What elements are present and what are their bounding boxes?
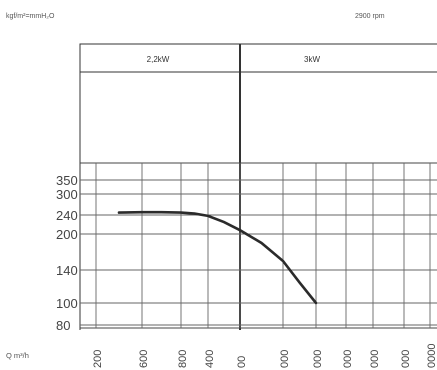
x-tick-label: 400 bbox=[204, 350, 216, 368]
power-label-2-2kw: 2,2kW bbox=[147, 55, 170, 64]
speed-label: 2900 rpm bbox=[355, 13, 385, 20]
x-tick-label: 200 bbox=[92, 350, 104, 368]
power-header-box bbox=[79, 43, 437, 73]
y-tick-label: 240 bbox=[56, 208, 78, 223]
x-axis-ticks: 200 600 800 400 00 000 000 000 000 000 0000 bbox=[92, 344, 437, 368]
x-tick-label: 000 bbox=[312, 350, 324, 368]
x-tick-label: 000 bbox=[279, 350, 291, 368]
x-tick-label: 0000 bbox=[426, 344, 437, 368]
pump-curve-line bbox=[117, 210, 318, 305]
x-tick-label: 000 bbox=[369, 350, 381, 368]
y-unit-label: kgf/m²=mmH₂O bbox=[6, 13, 55, 20]
x-tick-label: 00 bbox=[236, 356, 248, 368]
power-label-3kw: 3kW bbox=[304, 55, 320, 64]
x-tick-label: 000 bbox=[400, 350, 412, 368]
y-tick-label: 100 bbox=[56, 296, 78, 311]
x-tick-label: 800 bbox=[177, 350, 189, 368]
y-tick-label: 80 bbox=[56, 318, 70, 333]
grid bbox=[80, 162, 437, 329]
y-tick-label: 350 bbox=[56, 173, 78, 188]
x-tick-label: 600 bbox=[138, 350, 150, 368]
x-axis-label: Q m³/h bbox=[6, 351, 29, 360]
y-tick-label: 140 bbox=[56, 263, 78, 278]
y-tick-label: 200 bbox=[56, 227, 78, 242]
y-tick-label: 300 bbox=[56, 187, 78, 202]
x-tick-label: 000 bbox=[342, 350, 354, 368]
